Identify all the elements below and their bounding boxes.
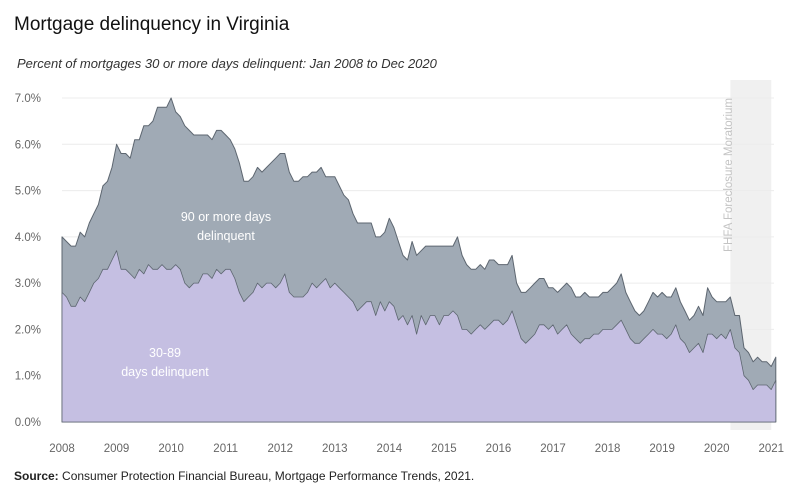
- x-tick-label: 2010: [158, 443, 184, 455]
- source-text: Consumer Protection Financial Bureau, Mo…: [62, 469, 475, 483]
- x-tick-label: 2021: [758, 443, 784, 455]
- y-tick-label: 4.0%: [15, 232, 41, 244]
- upper-series-label: 90 or more days delinquent: [181, 210, 271, 243]
- x-tick-label: 2014: [377, 443, 403, 455]
- lower-series-label: 30-89 days delinquent: [121, 346, 209, 379]
- x-tick-label: 2009: [104, 443, 130, 455]
- y-tick-label: 2.0%: [15, 324, 41, 336]
- x-tick-label: 2013: [322, 443, 348, 455]
- x-tick-label: 2012: [267, 443, 293, 455]
- x-tick-label: 2020: [704, 443, 730, 455]
- x-tick-label: 2019: [649, 443, 675, 455]
- y-tick-label: 0.0%: [15, 417, 41, 429]
- y-tick-label: 7.0%: [15, 93, 41, 105]
- x-tick-label: 2008: [49, 443, 75, 455]
- x-axis-ticks: 2008 2009 2010 2011 2012 2013 2014 2015 2016 2017…: [49, 443, 784, 455]
- chart-subtitle: Percent of mortgages 30 or more days del…: [17, 56, 437, 71]
- y-axis-ticks: 0.0% 1.0% 2.0% 3.0% 4.0% 5.0% 6.0% 7.0%: [15, 93, 41, 429]
- moratorium-label: FHFA Foreclosure Moratorium: [723, 98, 735, 252]
- area-30-89-days: [61, 250, 777, 423]
- x-tick-label: 2017: [540, 443, 566, 455]
- x-tick-label: 2016: [486, 443, 512, 455]
- y-tick-label: 3.0%: [15, 278, 41, 290]
- y-tick-label: 6.0%: [15, 139, 41, 151]
- x-tick-label: 2018: [595, 443, 621, 455]
- y-tick-label: 1.0%: [15, 371, 41, 383]
- source-label: Source:: [14, 469, 59, 483]
- x-tick-label: 2011: [213, 443, 238, 455]
- chart-title: Mortgage delinquency in Virginia: [14, 14, 290, 35]
- x-tick-label: 2015: [431, 443, 457, 455]
- y-tick-label: 5.0%: [15, 186, 41, 198]
- source-note: Source: Consumer Protection Financial Bu…: [14, 469, 474, 483]
